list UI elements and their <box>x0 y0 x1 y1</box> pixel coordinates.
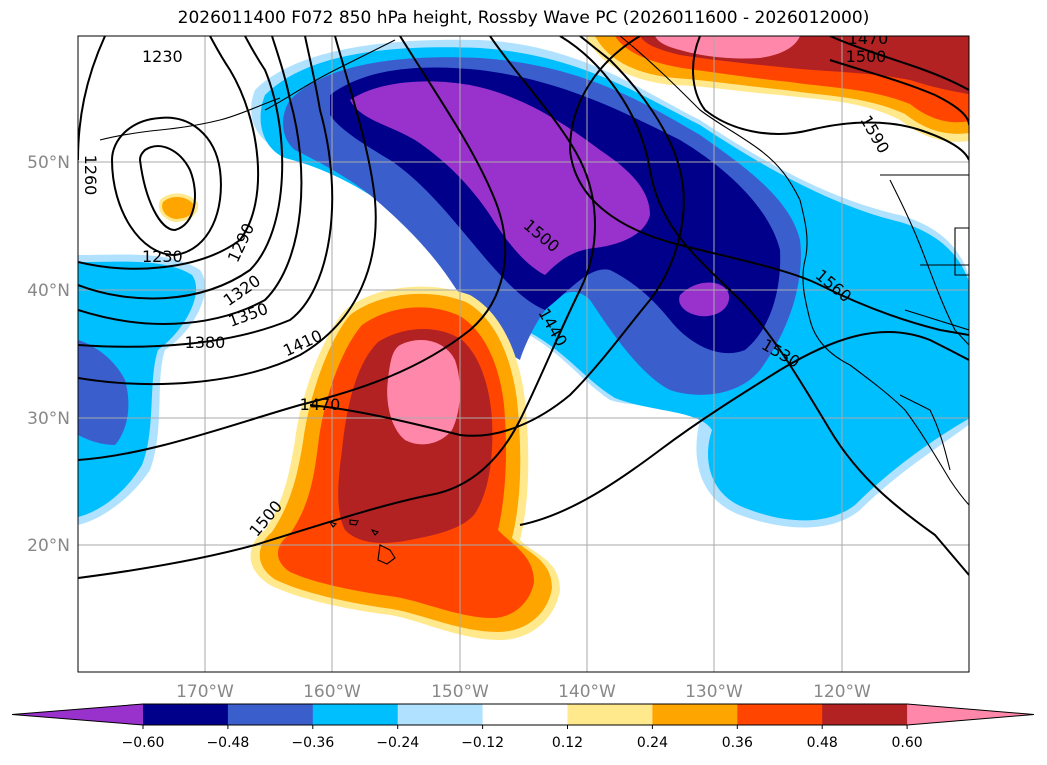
colorbar-swatch <box>652 704 738 725</box>
contour-label: 1470 <box>848 29 889 48</box>
colorbar-swatch <box>567 704 653 725</box>
colorbar-tick-label: 0.36 <box>722 735 753 751</box>
colorbar-tick-label: 0.24 <box>637 735 668 751</box>
colorbar-swatch <box>143 704 229 725</box>
map-title: 2026011400 F072 850 hPa height, Rossby W… <box>177 8 870 28</box>
colorbar-tick-label: −0.24 <box>376 735 419 751</box>
colorbar-tick-label: 0.12 <box>552 735 583 751</box>
small-orange-region-2 <box>162 196 195 219</box>
colorbar-swatch <box>397 704 484 725</box>
left-blue-region-3 <box>78 340 129 445</box>
grid-lines <box>78 36 969 672</box>
contour-label: 1260 <box>81 155 100 196</box>
purple-region <box>350 81 650 275</box>
contour-label: 1500 <box>846 47 887 66</box>
longitude-labels: 170°W 160°W 150°W 140°W 130°W 120°W <box>176 682 871 702</box>
colorbar-swatch <box>907 704 1034 725</box>
colorbar-swatch <box>482 704 568 725</box>
colorbar-tick-label: 0.60 <box>892 735 923 751</box>
lon-label: 130°W <box>685 682 743 702</box>
colorbar-tick-label: −0.60 <box>122 735 165 751</box>
colorbar-swatch <box>737 704 823 725</box>
colorbar-tick-label: 0.48 <box>807 735 838 751</box>
colorbar-swatch <box>312 704 399 725</box>
colorbar: −0.60 −0.48 −0.36 −0.24 −0.12 0.12 0.24 0.36 0.4… <box>11 703 1035 751</box>
contour-label: 1230 <box>142 47 183 66</box>
lat-label: 50°N <box>27 153 70 173</box>
contour-label: 1230 <box>142 247 183 266</box>
contour-label: 1470 <box>300 395 341 414</box>
lat-label: 40°N <box>27 281 70 301</box>
left-blue-region-2 <box>78 261 197 517</box>
purple-region-small <box>679 282 730 317</box>
shaded-field: 1230 1230 1260 1290 1320 1350 1380 1410 … <box>78 29 969 672</box>
lon-label: 120°W <box>813 682 871 702</box>
pink-region <box>387 340 460 445</box>
map-frame <box>77 35 970 673</box>
lon-label: 140°W <box>558 682 616 702</box>
colorbar-tick-label: −0.12 <box>461 735 504 751</box>
lon-label: 150°W <box>431 682 489 702</box>
coastlines <box>99 36 969 565</box>
lon-label: 170°W <box>176 682 234 702</box>
latitude-labels: 50°N 40°N 30°N 20°N <box>27 153 70 556</box>
colorbar-swatch <box>12 704 143 725</box>
colorbar-tick-label: −0.48 <box>206 735 249 751</box>
height-contours <box>78 36 969 579</box>
colorbar-swatch <box>227 704 314 725</box>
ne-pink-region <box>655 36 800 59</box>
lon-label: 160°W <box>303 682 361 702</box>
contour-label: 1380 <box>185 333 226 352</box>
colorbar-tick-label: −0.36 <box>291 735 334 751</box>
lat-label: 30°N <box>27 409 70 429</box>
lat-label: 20°N <box>27 536 70 556</box>
colorbar-swatch <box>822 704 908 725</box>
